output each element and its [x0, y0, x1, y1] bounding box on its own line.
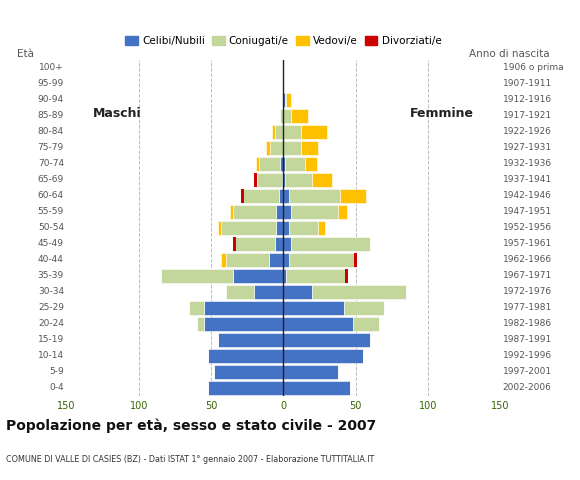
Bar	[283, 253, 289, 266]
Bar	[286, 269, 347, 283]
Bar	[221, 221, 276, 235]
Bar	[283, 221, 289, 235]
Text: Età: Età	[17, 49, 34, 60]
Bar	[283, 173, 285, 187]
Bar	[256, 173, 258, 187]
Bar	[161, 269, 233, 283]
Bar	[344, 301, 385, 314]
Bar	[300, 125, 327, 139]
Bar	[283, 238, 291, 251]
Bar	[243, 190, 279, 203]
Bar	[285, 94, 286, 107]
Bar	[233, 269, 283, 283]
Bar	[276, 221, 283, 235]
Bar	[226, 286, 255, 299]
Bar	[286, 94, 291, 107]
Bar	[226, 253, 269, 266]
Bar	[285, 157, 305, 170]
Bar	[255, 286, 283, 299]
Bar	[281, 109, 283, 122]
Bar	[258, 173, 282, 187]
Bar	[283, 190, 289, 203]
Bar	[272, 125, 275, 139]
Bar	[259, 157, 281, 170]
Bar	[283, 142, 300, 155]
Bar	[340, 190, 365, 203]
Bar	[291, 109, 308, 122]
Text: Femmine: Femmine	[410, 107, 474, 120]
Bar	[270, 142, 283, 155]
Bar	[233, 238, 235, 251]
Bar	[291, 205, 338, 218]
Bar	[353, 317, 379, 331]
Bar	[283, 349, 362, 362]
Text: COMUNE DI VALLE DI CASIES (BZ) - Dati ISTAT 1° gennaio 2007 - Elaborazione TUTTI: COMUNE DI VALLE DI CASIES (BZ) - Dati IS…	[6, 455, 374, 464]
Bar	[283, 157, 285, 170]
Bar	[283, 365, 338, 379]
Bar	[221, 253, 226, 266]
Bar	[204, 317, 283, 331]
Bar	[204, 301, 283, 314]
Bar	[283, 269, 286, 283]
Bar	[218, 334, 283, 347]
Bar	[190, 301, 204, 314]
Bar	[276, 205, 283, 218]
Bar	[300, 142, 318, 155]
Bar	[218, 221, 221, 235]
Bar	[283, 109, 291, 122]
Bar	[233, 205, 276, 218]
Bar	[230, 205, 233, 218]
Bar	[283, 205, 291, 218]
Bar	[312, 286, 406, 299]
Text: Maschi: Maschi	[93, 107, 142, 120]
Text: Popolazione per età, sesso e stato civile - 2007: Popolazione per età, sesso e stato civil…	[6, 418, 376, 432]
Bar	[354, 253, 357, 266]
Bar	[241, 190, 244, 203]
Bar	[275, 238, 283, 251]
Bar	[208, 349, 283, 362]
Bar	[291, 238, 370, 251]
Bar	[214, 365, 283, 379]
Bar	[234, 238, 275, 251]
Bar	[255, 173, 258, 187]
Bar	[269, 253, 283, 266]
Text: Anno di nascita: Anno di nascita	[469, 49, 550, 60]
Bar	[338, 205, 347, 218]
Bar	[275, 125, 283, 139]
Bar	[283, 317, 353, 331]
Bar	[283, 125, 300, 139]
Bar	[256, 157, 259, 170]
Bar	[283, 94, 285, 107]
Bar	[279, 190, 283, 203]
Bar	[289, 190, 340, 203]
Bar	[318, 221, 325, 235]
Bar	[282, 173, 283, 187]
Bar	[346, 269, 349, 283]
Bar	[197, 317, 204, 331]
Legend: Celibi/Nubili, Coniugati/e, Vedovi/e, Divorziati/e: Celibi/Nubili, Coniugati/e, Vedovi/e, Di…	[121, 32, 445, 50]
Bar	[283, 286, 312, 299]
Bar	[208, 382, 283, 395]
Bar	[312, 173, 332, 187]
Bar	[289, 253, 356, 266]
Bar	[285, 173, 312, 187]
Bar	[281, 157, 283, 170]
Bar	[305, 157, 317, 170]
Bar	[266, 142, 270, 155]
Bar	[283, 301, 344, 314]
Bar	[283, 334, 370, 347]
Bar	[283, 382, 350, 395]
Bar	[289, 221, 318, 235]
